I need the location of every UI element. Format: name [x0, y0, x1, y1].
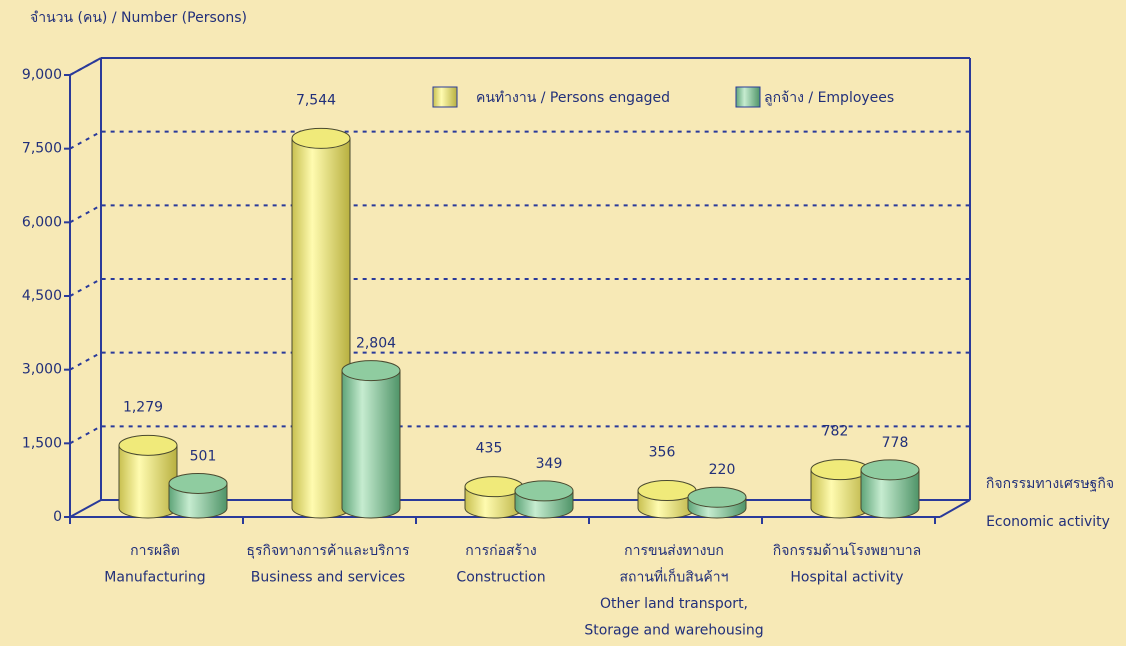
y-tick-label: 0: [53, 509, 62, 525]
cylinder: [291, 127, 351, 519]
cylinder: [860, 459, 920, 519]
x-axis-title: กิจกรรมทางเศรษฐกิจ: [986, 476, 1114, 492]
x-tick-label: Other land transport,: [600, 596, 748, 612]
value-label: 220: [709, 462, 736, 478]
y-tick-label: 6,000: [22, 214, 62, 230]
grid-line: [69, 278, 970, 297]
value-label: 782: [822, 424, 849, 440]
y-tick-label: 3,000: [22, 362, 62, 378]
x-tick-label: สถานที่เก็บสินค้าฯ: [619, 568, 728, 586]
x-tick-label: การขนส่งทางบก: [624, 543, 724, 559]
cylinder: [810, 459, 870, 519]
cylinder-top: [341, 360, 401, 382]
cylinder-top: [637, 480, 697, 502]
value-label: 7,544: [296, 92, 336, 108]
cylinder-body: [341, 370, 401, 519]
x-tick-label: กิจกรรมด้านโรงพยาบาล: [773, 542, 921, 559]
y-tick-label: 4,500: [22, 288, 62, 304]
x-tick-label: Business and services: [251, 570, 405, 586]
cylinder: [118, 434, 178, 519]
value-label: 501: [190, 448, 217, 464]
grid-line: [69, 425, 970, 445]
cylinder-top: [168, 472, 228, 494]
value-label: 435: [476, 441, 503, 457]
legend-swatch: [735, 86, 761, 108]
x-tick-label: การก่อสร้าง: [465, 543, 537, 559]
y-tick-label: 1,500: [22, 435, 62, 451]
y-tick-label: 7,500: [22, 141, 62, 157]
cylinder-top: [687, 486, 747, 508]
legend-label: คนทำงาน / Persons engaged: [476, 90, 670, 106]
cylinder-body: [291, 137, 351, 519]
x-axis-title: Economic activity: [986, 514, 1110, 530]
x-tick-label: ธุรกิจทางการค้าและบริการ: [246, 543, 410, 559]
cylinder-top: [291, 127, 351, 149]
legend-swatch: [432, 86, 458, 108]
cylinder: [341, 360, 401, 519]
cylinder: [514, 480, 574, 519]
cylinder: [464, 476, 524, 519]
grid-line: [69, 351, 970, 371]
x-tick-label: Storage and warehousing: [584, 623, 763, 639]
x-tick-label: Manufacturing: [104, 570, 205, 586]
value-label: 356: [649, 445, 676, 461]
x-tick-label: Hospital activity: [790, 570, 903, 586]
value-label: 778: [882, 435, 909, 451]
y-axis-title: จำนวน (คน) / Number (Persons): [30, 10, 247, 26]
x-tick-label: Construction: [456, 570, 545, 586]
value-label: 1,279: [123, 399, 163, 415]
x-tick-label: การผลิต: [130, 543, 180, 559]
grid-line: [69, 204, 970, 224]
cylinder-top: [118, 434, 178, 456]
cylinder-top: [810, 459, 870, 481]
cylinder-top: [464, 476, 524, 498]
cylinder: [687, 486, 747, 519]
cylinder-body: [860, 469, 920, 519]
y-tick-label: 9,000: [22, 67, 62, 83]
value-label: 2,804: [356, 336, 396, 352]
legend-label: ลูกจ้าง / Employees: [764, 90, 894, 106]
value-label: 349: [536, 456, 563, 472]
cylinder-top: [860, 459, 920, 481]
cylinder-top: [514, 480, 574, 502]
cylinder-body: [118, 444, 178, 519]
grid-line: [69, 57, 970, 76]
cylinder: [637, 480, 697, 519]
cylinder: [168, 472, 228, 519]
grid-line: [69, 130, 970, 150]
